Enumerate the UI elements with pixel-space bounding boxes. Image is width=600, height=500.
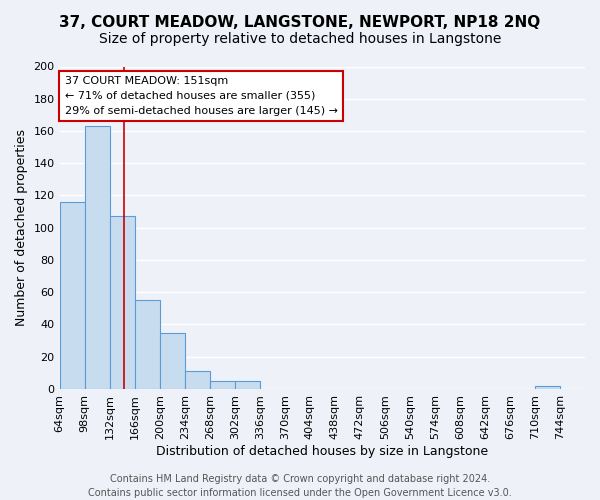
Bar xyxy=(535,386,560,389)
Bar xyxy=(209,381,235,389)
Text: Size of property relative to detached houses in Langstone: Size of property relative to detached ho… xyxy=(99,32,501,46)
Bar xyxy=(160,332,185,389)
Bar xyxy=(110,216,134,389)
Y-axis label: Number of detached properties: Number of detached properties xyxy=(15,129,28,326)
X-axis label: Distribution of detached houses by size in Langstone: Distribution of detached houses by size … xyxy=(156,444,488,458)
Bar xyxy=(134,300,160,389)
Bar xyxy=(85,126,110,389)
Text: Contains HM Land Registry data © Crown copyright and database right 2024.
Contai: Contains HM Land Registry data © Crown c… xyxy=(88,474,512,498)
Bar xyxy=(235,381,260,389)
Bar xyxy=(185,371,209,389)
Bar xyxy=(59,202,85,389)
Text: 37 COURT MEADOW: 151sqm
← 71% of detached houses are smaller (355)
29% of semi-d: 37 COURT MEADOW: 151sqm ← 71% of detache… xyxy=(65,76,338,116)
Text: 37, COURT MEADOW, LANGSTONE, NEWPORT, NP18 2NQ: 37, COURT MEADOW, LANGSTONE, NEWPORT, NP… xyxy=(59,15,541,30)
